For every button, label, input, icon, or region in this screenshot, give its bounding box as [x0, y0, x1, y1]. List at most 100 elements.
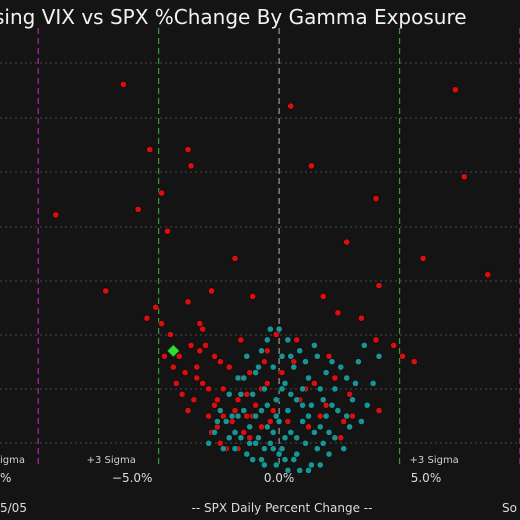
data-point [372, 195, 380, 202]
data-point [205, 385, 212, 393]
data-point [172, 380, 180, 387]
data-point [231, 407, 239, 414]
data-point [299, 401, 306, 409]
data-point [302, 439, 309, 447]
data-point [346, 390, 353, 398]
data-point [296, 467, 304, 474]
data-point [319, 439, 327, 447]
data-point [222, 418, 230, 425]
data-point [246, 423, 254, 431]
data-point [343, 412, 351, 420]
data-point [337, 434, 345, 442]
data-point [316, 461, 324, 469]
data-point [216, 358, 224, 366]
data-point [313, 445, 321, 453]
data-point [231, 255, 239, 262]
data-point [278, 385, 286, 393]
data-point [237, 336, 245, 344]
data-point [328, 358, 336, 366]
data-point [258, 407, 265, 414]
data-point [178, 390, 186, 398]
data-point [181, 369, 189, 376]
data-point [372, 336, 380, 344]
data-point [240, 374, 248, 382]
data-point [316, 385, 324, 393]
data-point [199, 325, 207, 333]
chart-title: sing VIX vs SPX %Change By Gamma Exposur… [0, 5, 467, 29]
data-point [246, 439, 254, 447]
data-point [419, 255, 427, 262]
data-point [261, 445, 268, 453]
data-point [363, 401, 371, 409]
data-point [311, 342, 318, 349]
sigma-label: +3 Sigma [87, 455, 136, 466]
data-point [331, 374, 339, 382]
data-point [249, 456, 257, 463]
data-point [316, 412, 324, 420]
data-point [255, 434, 262, 442]
data-point [243, 390, 251, 398]
data-point [296, 347, 304, 355]
data-point [211, 401, 218, 409]
data-point [205, 412, 212, 420]
data-point [290, 456, 298, 463]
data-point [202, 342, 209, 349]
data-point [52, 211, 60, 219]
labels-layer: sing VIX vs SPX %Change By Gamma Exposur… [0, 5, 517, 515]
data-point [334, 309, 342, 317]
data-point [308, 162, 315, 170]
data-point [340, 418, 348, 425]
data-point [164, 227, 171, 235]
sigma-label: igma [0, 455, 25, 466]
data-point [284, 407, 292, 414]
x-tick-label: 5.0% [411, 471, 442, 485]
data-point [243, 450, 251, 458]
data-point [252, 412, 259, 420]
data-point [269, 429, 277, 436]
data-point [287, 429, 295, 436]
data-point [287, 390, 295, 398]
data-point [214, 418, 221, 425]
data-point [343, 374, 351, 382]
data-point [225, 363, 233, 371]
data-point [258, 347, 265, 355]
data-point [334, 407, 342, 414]
data-point [196, 320, 204, 327]
data-point [275, 325, 283, 333]
data-point [325, 352, 333, 360]
data-point [287, 102, 295, 110]
data-point [410, 358, 418, 366]
data-point [325, 450, 333, 458]
data-point [269, 445, 277, 453]
data-point [281, 380, 289, 387]
data-point [261, 358, 268, 366]
data-point [234, 396, 242, 404]
data-point [281, 456, 289, 463]
data-point [269, 363, 277, 371]
data-point [272, 331, 280, 338]
data-point [305, 412, 312, 420]
data-point [216, 439, 224, 447]
data-point [231, 445, 239, 453]
data-point [263, 423, 271, 431]
data-point [219, 445, 227, 453]
data-point [211, 429, 218, 436]
data-point [319, 293, 327, 300]
data-point [252, 439, 259, 447]
data-point [208, 287, 215, 295]
data-point [211, 352, 218, 360]
data-point [305, 374, 312, 382]
x-tick-label: 0.0% [264, 471, 295, 485]
sigma-label: +3 Sigma [410, 455, 459, 466]
data-point [219, 412, 227, 420]
data-point [375, 407, 383, 414]
data-point [184, 146, 192, 153]
data-point [313, 352, 321, 360]
data-point [243, 412, 251, 420]
data-point [193, 363, 201, 371]
data-point [143, 314, 151, 322]
data-point [390, 342, 398, 349]
